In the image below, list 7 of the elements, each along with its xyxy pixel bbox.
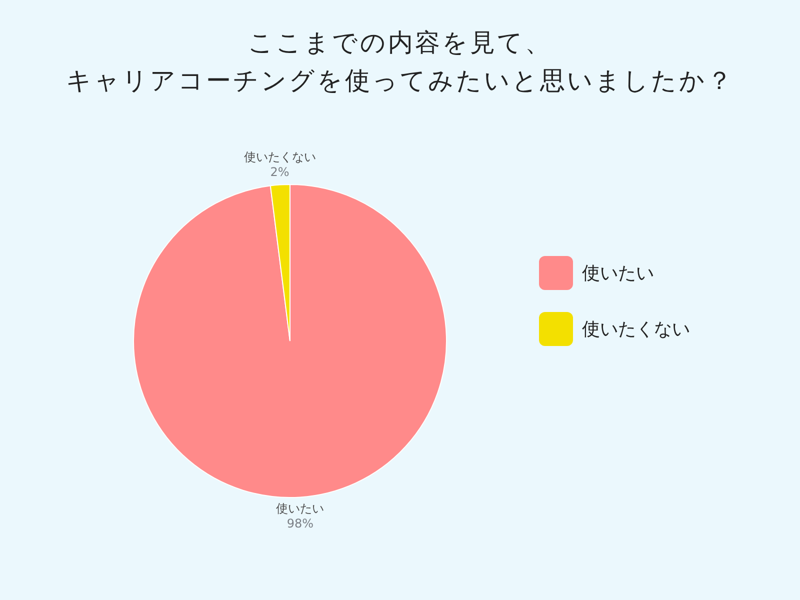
data-label: 2%: [270, 164, 290, 179]
legend-label: 使いたい: [582, 262, 654, 285]
data-label: 98%: [286, 516, 314, 530]
slice-label: 使いたくない: [244, 150, 316, 164]
legend-label: 使いたくない: [582, 318, 690, 341]
chart-title: ここまでの内容を見て、キャリアコーチングを使ってみたいと思いましたか？: [65, 27, 735, 97]
slice-label: 使いたい: [276, 501, 324, 516]
